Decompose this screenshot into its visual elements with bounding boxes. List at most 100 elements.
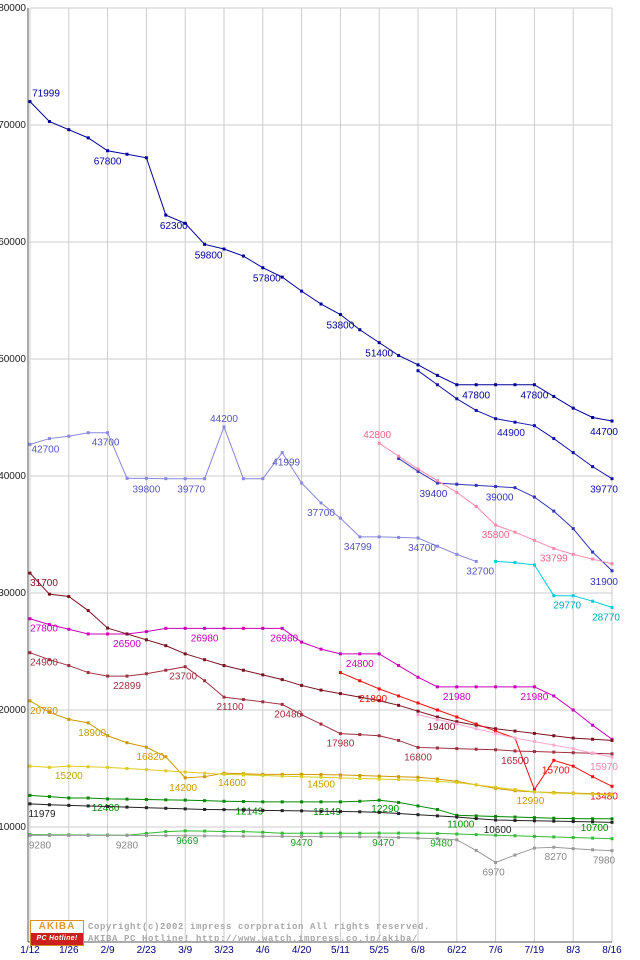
svg-text:10600: 10600 [484, 825, 512, 836]
series-pink-1: 42800 35800 33799 [363, 430, 614, 566]
svg-text:31700: 31700 [30, 578, 58, 589]
svg-text:80000: 80000 [0, 3, 26, 14]
svg-text:44900: 44900 [497, 428, 525, 439]
svg-text:6/22: 6/22 [447, 945, 467, 956]
svg-text:6970: 6970 [482, 867, 505, 878]
svg-text:16800: 16800 [404, 752, 432, 763]
svg-text:7/19: 7/19 [525, 945, 545, 956]
svg-text:71999: 71999 [32, 89, 60, 100]
series-periwinkle: 42700 43700 39800 39770 44200 41999 37700 34799… [28, 414, 495, 577]
svg-text:2/23: 2/23 [137, 945, 157, 956]
svg-text:35800: 35800 [482, 530, 510, 541]
svg-text:21980: 21980 [443, 692, 471, 703]
series-pink-2: 15970 [416, 713, 618, 773]
svg-text:67800: 67800 [94, 157, 122, 168]
svg-text:27800: 27800 [30, 624, 58, 635]
axes [27, 8, 612, 943]
svg-text:26500: 26500 [113, 639, 141, 650]
svg-text:62300: 62300 [160, 221, 188, 232]
copyright-line2: AKIBA PC Hotline! http://www.watch.impre… [88, 934, 419, 944]
svg-text:53800: 53800 [326, 321, 354, 332]
svg-text:13480: 13480 [590, 791, 618, 802]
svg-text:20000: 20000 [0, 705, 26, 716]
series-dark-green: 12480 12149 12149 12290 11000 10700 [28, 793, 614, 834]
svg-text:9669: 9669 [176, 836, 199, 847]
svg-text:16820: 16820 [136, 752, 164, 763]
series-gray: 9280 9280 6970 8270 7980 [28, 833, 616, 878]
svg-text:30000: 30000 [0, 588, 26, 599]
svg-text:43700: 43700 [92, 438, 120, 449]
svg-text:28770: 28770 [592, 612, 620, 623]
logo-pc-hotline-text: PC Hotline! [31, 933, 83, 945]
svg-text:21980: 21980 [520, 692, 548, 703]
svg-text:1/26: 1/26 [59, 945, 79, 956]
series-maroon-1: 31700 19400 [28, 571, 614, 742]
svg-text:8270: 8270 [545, 852, 568, 863]
svg-text:51400: 51400 [365, 349, 393, 360]
svg-text:39770: 39770 [177, 485, 205, 496]
svg-text:22899: 22899 [113, 681, 141, 692]
svg-text:33799: 33799 [540, 554, 568, 565]
svg-text:17980: 17980 [326, 739, 354, 750]
svg-text:21800: 21800 [359, 694, 387, 705]
svg-text:50000: 50000 [0, 354, 26, 365]
series-navy-3: 39400 39000 31900 [397, 456, 618, 588]
svg-text:12290: 12290 [371, 804, 399, 815]
svg-text:14500: 14500 [307, 780, 335, 791]
svg-text:12149: 12149 [235, 806, 263, 817]
svg-text:3/9: 3/9 [178, 945, 192, 956]
svg-text:6/8: 6/8 [411, 945, 425, 956]
svg-text:20780: 20780 [30, 706, 58, 717]
svg-text:16500: 16500 [501, 756, 529, 767]
series-yellow: 15200 [28, 764, 614, 797]
series-red: 21800 15700 13480 [338, 671, 618, 802]
copyright-line1: Copyright(c)2002 impress corporation All… [88, 922, 431, 932]
svg-text:8/3: 8/3 [566, 945, 580, 956]
series-cyan: 29770 28770 [494, 559, 620, 623]
svg-text:2/9: 2/9 [101, 945, 115, 956]
svg-text:9480: 9480 [430, 838, 453, 849]
svg-text:42800: 42800 [363, 430, 391, 441]
svg-text:34799: 34799 [344, 542, 372, 553]
series-black: 11979 10600 [28, 802, 614, 836]
svg-text:11979: 11979 [28, 809, 56, 820]
svg-text:15200: 15200 [55, 771, 83, 782]
svg-text:47800: 47800 [520, 391, 548, 402]
svg-text:1/12: 1/12 [20, 945, 40, 956]
svg-text:39770: 39770 [590, 485, 618, 496]
series-magenta: 27800 26500 26980 26980 24800 21980 21980 [28, 617, 614, 741]
svg-text:39000: 39000 [486, 493, 514, 504]
svg-text:21100: 21100 [216, 702, 244, 713]
svg-text:4/20: 4/20 [292, 945, 312, 956]
svg-text:39400: 39400 [419, 489, 447, 500]
svg-text:60000: 60000 [0, 237, 26, 248]
svg-text:44200: 44200 [210, 414, 238, 425]
svg-text:70000: 70000 [0, 120, 26, 131]
svg-text:7980: 7980 [593, 856, 616, 867]
svg-text:47800: 47800 [462, 391, 490, 402]
svg-text:15700: 15700 [542, 765, 570, 776]
svg-text:57800: 57800 [253, 274, 281, 285]
svg-text:10700: 10700 [581, 823, 609, 834]
svg-text:24800: 24800 [346, 659, 374, 670]
svg-text:8/16: 8/16 [602, 945, 622, 956]
svg-text:44700: 44700 [590, 427, 618, 438]
series-navy-2: 44900 39770 [416, 369, 618, 496]
svg-text:11000: 11000 [447, 819, 475, 830]
svg-text:15970: 15970 [590, 762, 618, 773]
svg-text:41999: 41999 [272, 458, 300, 469]
svg-text:4/6: 4/6 [256, 945, 270, 956]
svg-text:32700: 32700 [466, 566, 494, 577]
gridlines [29, 7, 613, 942]
svg-text:39800: 39800 [132, 484, 160, 495]
svg-text:26980: 26980 [270, 633, 298, 644]
y-axis-labels: 10000 20000 30000 40000 50000 60000 70000 80000 [0, 3, 26, 833]
x-axis-labels: 1/12 1/26 2/9 2/23 3/9 3/23 4/6 4/20 5/11 5/25 6/8… [20, 945, 622, 956]
svg-text:34700: 34700 [408, 543, 436, 554]
svg-text:12149: 12149 [313, 807, 341, 818]
svg-text:12480: 12480 [92, 803, 120, 814]
svg-text:23700: 23700 [169, 672, 197, 683]
svg-text:7/6: 7/6 [489, 945, 503, 956]
